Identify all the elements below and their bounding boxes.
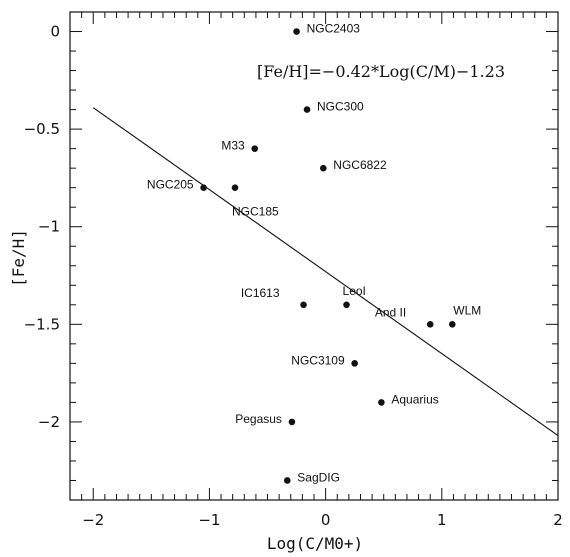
point-label: LeoI <box>343 284 366 298</box>
data-points: NGC2403 NGC300 M33 NGC6822 NGC205 NGC185 IC161… <box>147 22 481 485</box>
y-tick-label: −2 <box>38 413 60 431</box>
x-tick-label: −2 <box>82 511 104 529</box>
plot-frame <box>69 11 559 501</box>
data-point <box>426 321 434 328</box>
point-label: NGC6822 <box>333 158 387 172</box>
point-label: WLM <box>453 303 481 317</box>
x-tick-label: 0 <box>321 511 331 529</box>
data-point <box>231 184 239 191</box>
data-point <box>293 28 300 35</box>
data-point <box>288 418 296 426</box>
y-tick-label: −1.5 <box>24 315 60 333</box>
point-label: NGC2403 <box>307 22 361 36</box>
data-point <box>303 106 311 113</box>
data-point <box>378 399 385 406</box>
point-label: NGC3109 <box>291 353 345 367</box>
x-tick-label: −1 <box>198 511 220 529</box>
point-label: Pegasus <box>235 412 282 426</box>
point-label: And II <box>375 305 406 319</box>
x-tick-label: 2 <box>553 511 563 529</box>
data-point <box>283 477 291 484</box>
point-label: NGC300 <box>317 100 364 114</box>
point-label: Aquarius <box>391 392 438 406</box>
x-axis-title: Log(C/M0+) <box>267 534 363 553</box>
y-tick-label: −0.5 <box>24 120 60 138</box>
point-label: NGC205 <box>147 178 194 192</box>
data-point <box>300 301 307 309</box>
y-tick-label: 0 <box>50 23 60 41</box>
fit-equation-annotation: [Fe/H]=−0.42*Log(C/M)−1.23 <box>257 62 505 81</box>
data-point <box>251 145 259 152</box>
point-label: IC1613 <box>241 286 280 300</box>
data-point <box>351 360 358 367</box>
axis-ticks <box>69 11 559 501</box>
y-axis-title: [Fe/H] <box>9 229 28 287</box>
data-point <box>200 184 207 191</box>
fit-line <box>92 107 559 437</box>
y-tick-label: −1 <box>38 218 60 236</box>
point-label: M33 <box>221 139 245 153</box>
point-label: SagDIG <box>297 470 340 484</box>
data-point <box>343 301 350 309</box>
data-point <box>319 164 327 172</box>
point-label: NGC185 <box>232 205 279 219</box>
data-point <box>448 321 456 328</box>
axis-tick-labels: −2 −1 0 1 2 0 −0.5 −1 −1.5 −2 <box>24 23 563 529</box>
x-tick-label: 1 <box>437 511 447 529</box>
